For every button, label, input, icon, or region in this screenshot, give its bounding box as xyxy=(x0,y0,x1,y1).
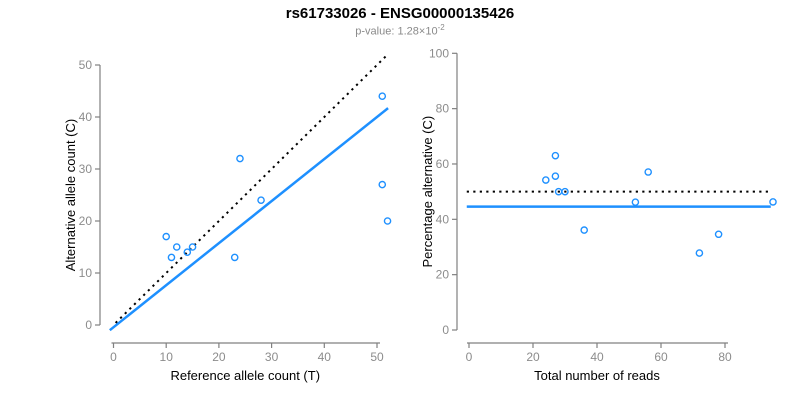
p-value-prefix: p-value: xyxy=(355,25,398,38)
data-point xyxy=(188,243,197,251)
p-value-label: p-value: 1.28×10-2 xyxy=(0,23,800,38)
x-tick-label: 20 xyxy=(526,350,540,364)
data-point xyxy=(183,248,192,256)
data-point xyxy=(644,168,653,176)
data-point xyxy=(162,232,170,241)
data-point xyxy=(580,226,589,234)
y-axis-title: Percentage alternative (C) xyxy=(420,116,435,268)
y-tick-label: 50 xyxy=(79,58,93,72)
y-tick-label: 100 xyxy=(429,46,449,60)
data-point xyxy=(167,253,176,262)
y-tick-label: 40 xyxy=(436,212,450,226)
identity-line xyxy=(114,53,389,324)
x-tick-label: 30 xyxy=(265,350,279,364)
y-tick-label: 0 xyxy=(85,318,92,332)
y-tick-label: 10 xyxy=(79,266,93,280)
x-tick-label: 60 xyxy=(654,350,668,364)
x-axis-title: Total number of reads xyxy=(534,368,660,383)
page-title: rs61733026 - ENSG00000135426 xyxy=(285,5,515,22)
data-point xyxy=(551,172,560,180)
data-point xyxy=(542,176,550,184)
data-point xyxy=(230,253,239,262)
y-tick-label: 0 xyxy=(442,323,449,337)
y-tick-label: 20 xyxy=(436,268,450,282)
y-tick-label: 20 xyxy=(79,214,93,228)
data-point xyxy=(236,154,244,163)
times-symbol: × xyxy=(418,25,426,38)
p-value-base: 10 xyxy=(425,25,438,38)
data-point xyxy=(378,180,387,189)
data-point xyxy=(695,249,704,257)
data-point xyxy=(769,198,777,206)
x-tick-label: 50 xyxy=(370,350,384,364)
data-point xyxy=(383,217,392,225)
p-value-mantissa: 1.28 xyxy=(397,25,419,38)
x-tick-label: 0 xyxy=(466,350,473,364)
y-tick-label: 30 xyxy=(79,162,93,176)
x-axis-title: Reference allele count (T) xyxy=(170,368,320,383)
y-axis-title: Alternative allele count (C) xyxy=(63,119,78,271)
y-tick-label: 40 xyxy=(79,110,93,124)
x-tick-label: 20 xyxy=(212,350,226,364)
x-tick-label: 80 xyxy=(718,350,732,364)
p-value-exponent: -2 xyxy=(437,23,445,32)
data-point xyxy=(631,198,640,206)
x-tick-label: 40 xyxy=(590,350,604,364)
data-point xyxy=(551,151,560,160)
x-tick-label: 0 xyxy=(110,350,117,364)
data-point xyxy=(172,243,181,251)
regression-line xyxy=(109,107,389,332)
y-tick-label: 60 xyxy=(436,157,450,171)
x-tick-label: 40 xyxy=(318,350,332,364)
data-point xyxy=(714,230,723,239)
data-point xyxy=(378,92,387,100)
data-point xyxy=(257,196,265,204)
x-tick-label: 10 xyxy=(160,350,174,364)
y-tick-label: 80 xyxy=(436,102,450,116)
data-point xyxy=(561,187,569,196)
